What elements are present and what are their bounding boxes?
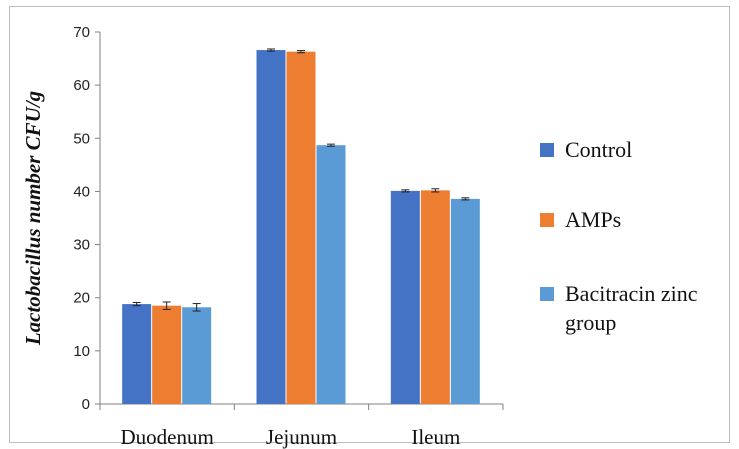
bar [152, 305, 182, 404]
bar [122, 304, 152, 404]
bar [286, 51, 316, 405]
bar [420, 190, 450, 404]
bar [450, 198, 480, 404]
y-tick-label: 20 [73, 290, 90, 307]
legend-swatch [540, 213, 554, 227]
y-axis-title: Lactobacillus number CFU/g [21, 91, 45, 346]
x-tick-label: Jejunum [266, 425, 337, 449]
legend: Control AMPs Bacitracin zinc group [540, 137, 698, 335]
bar [390, 190, 420, 404]
bar [182, 307, 212, 404]
legend-swatch [540, 143, 554, 157]
x-tick-label: Ileum [411, 425, 460, 449]
y-tick-label: 70 [73, 24, 90, 41]
y-tick-label: 0 [82, 396, 90, 413]
legend-label: AMPs [565, 207, 621, 232]
y-tick-label: 60 [73, 77, 90, 94]
x-tick-label: Duodenum [121, 425, 214, 449]
legend-label: Control [565, 137, 632, 162]
y-tick-label: 10 [73, 343, 90, 360]
y-tick-label: 50 [73, 130, 90, 147]
bar [316, 145, 346, 405]
legend-swatch [540, 287, 554, 301]
bar [256, 50, 286, 404]
y-tick-label: 40 [73, 183, 90, 200]
legend-label: Bacitracin zinc group [565, 281, 698, 335]
y-tick-label: 30 [73, 237, 90, 254]
bars [122, 48, 480, 405]
